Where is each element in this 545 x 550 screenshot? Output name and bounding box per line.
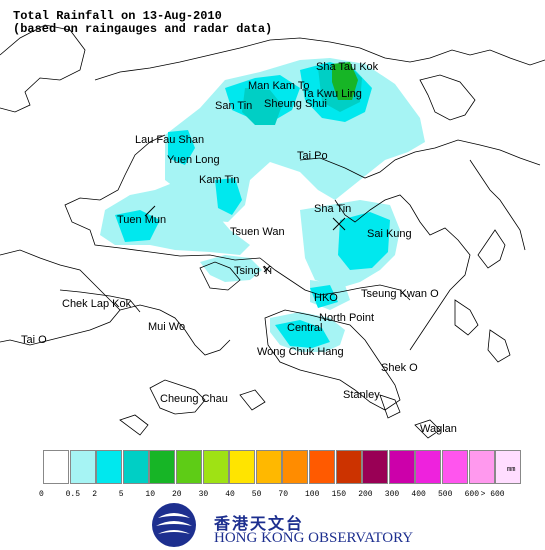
place-tsing-yi: Tsing Yi — [234, 265, 272, 277]
legend-tick-label: 200 — [358, 490, 373, 499]
legend-tick-label: 30 — [198, 490, 209, 499]
place-tseung-kwan-o: Tseung Kwan O — [361, 288, 439, 300]
legend-swatch — [96, 450, 123, 484]
legend-swatch — [43, 450, 69, 484]
legend-tick-label: 70 — [278, 490, 288, 499]
place-san-tin: San Tin — [215, 100, 253, 112]
legend-swatch — [442, 450, 468, 484]
observatory-logo-icon — [152, 503, 196, 547]
legend-tick-label: 10 — [145, 490, 155, 499]
legend-tick-label: 300 — [384, 490, 400, 499]
legend-swatch — [468, 450, 495, 484]
coastlines — [0, 24, 545, 439]
legend-swatch — [282, 450, 309, 484]
place-wong-chuk-hang: Wong Chuk Hang — [257, 346, 344, 358]
place-tuen-mun: Tuen Mun — [117, 214, 167, 226]
place-stanley: Stanley — [343, 389, 380, 401]
legend-swatch — [69, 450, 96, 484]
map-title-line-2: (based on raingauges and radar data) — [13, 22, 273, 36]
legend-swatch — [255, 450, 282, 484]
place-central: Central — [287, 322, 323, 334]
place-sha-tau-kok: Sha Tau Kok — [316, 61, 379, 73]
place-tai-o: Tai O — [21, 334, 47, 346]
legend-swatch — [388, 450, 415, 484]
legend-tick-label: 500 — [438, 490, 453, 499]
place-sai-kung: Sai Kung — [367, 228, 412, 240]
legend-swatch — [122, 450, 149, 484]
legend-tick-label: 600 — [464, 490, 479, 499]
legend-swatch — [309, 450, 335, 484]
place-shek-o: Shek O — [381, 362, 418, 374]
logo-english-name: HONG KONG OBSERVATORY — [214, 530, 414, 546]
place-cheung-chau: Cheung Chau — [160, 393, 228, 405]
legend-swatch — [415, 450, 442, 484]
station-markers — [144, 205, 346, 273]
place-yuen-long: Yuen Long — [167, 154, 220, 166]
legend-swatch — [229, 450, 256, 484]
legend-tick-label: 50 — [251, 490, 262, 499]
legend-swatch — [202, 450, 229, 484]
legend-tick-label: 400 — [411, 490, 426, 499]
place-chek-lap-kok: Chek Lap Kok — [62, 298, 132, 310]
place-hko: HKO — [314, 292, 338, 304]
legend-swatch — [335, 450, 362, 484]
legend-tick-label: 150 — [331, 490, 346, 499]
legend-swatch — [495, 450, 522, 484]
legend-swatch — [176, 450, 202, 484]
place-ta-kwu-ling: Ta Kwu Ling — [302, 88, 362, 100]
legend-tick-label: 40 — [225, 490, 235, 499]
legend-swatch — [362, 450, 389, 484]
legend-tick-label: 100 — [305, 490, 320, 499]
place-north-point: North Point — [319, 312, 375, 324]
place-sha-tin: Sha Tin — [314, 203, 352, 215]
legend-tick-label: 5 — [118, 490, 124, 499]
legend-tick-label: 2 — [92, 490, 97, 499]
map-canvas — [0, 24, 545, 439]
legend-swatch — [149, 450, 176, 484]
legend-tick-label: 20 — [172, 490, 182, 499]
logo-chinese-name: 香港天文台 — [214, 514, 305, 533]
place-sheung-shui: Sheung Shui — [264, 98, 327, 110]
place-tsuen-wan: Tsuen Wan — [230, 226, 285, 238]
place-waglan: Waglan — [420, 423, 457, 435]
place-man-kam-to: Man Kam To — [248, 80, 310, 92]
map-title-line-1: Total Rainfall on 13-Aug-2010 — [13, 9, 222, 23]
legend-tick-label: 0 — [39, 490, 44, 499]
legend-tick-label: > 600 — [480, 490, 505, 499]
rainfall-heavy-areas — [242, 62, 362, 125]
place-mui-wo: Mui Wo — [148, 321, 186, 333]
legend-tick-label: 0.5 — [65, 490, 80, 499]
legend-unit: mm — [507, 466, 516, 474]
place-kam-tin: Kam Tin — [199, 174, 240, 186]
place-tai-po: Tai Po — [297, 150, 328, 162]
place-lau-fau-shan: Lau Fau Shan — [135, 134, 205, 146]
